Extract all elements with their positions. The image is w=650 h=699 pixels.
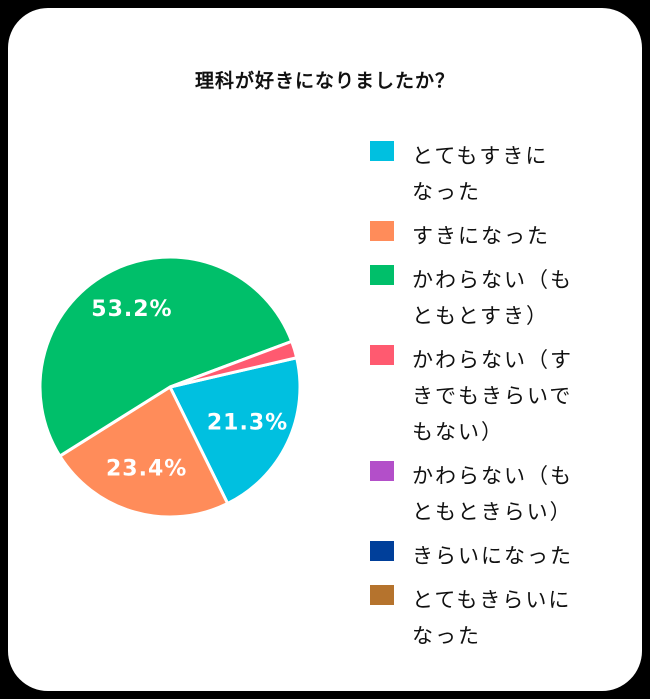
- pie-slice-label-2: 53.2%: [91, 297, 172, 322]
- legend-item-1: すきになった: [370, 218, 640, 254]
- legend-item-6: とてもきらいに なった: [370, 582, 640, 654]
- legend-label-1: すきになった: [412, 224, 550, 248]
- legend-swatch-0: [370, 141, 394, 161]
- legend-label-5: きらいになった: [412, 544, 573, 568]
- legend-swatch-2: [370, 265, 394, 285]
- pie-slice-1: [58, 385, 230, 519]
- legend-label-6: とてもきらいに なった: [412, 588, 572, 648]
- legend-swatch-1: [370, 221, 394, 241]
- pie-slices: [38, 255, 302, 519]
- pie-slice-label-0: 21.3%: [207, 411, 288, 436]
- legend-label-3: かわらない（す きでもきらいで もない）: [412, 348, 573, 444]
- pie-slice-3: [168, 339, 299, 389]
- pie-labels: 21.3% 23.4% 53.2%: [91, 297, 288, 482]
- legend-label-2: かわらない（も ともとすき）: [412, 268, 573, 328]
- legend-item-4: かわらない（も ともときらい）: [370, 458, 640, 530]
- pie-slice-0: [168, 356, 302, 506]
- legend-swatch-6: [370, 585, 394, 605]
- legend-label-4: かわらない（も ともときらい）: [412, 464, 573, 524]
- legend-item-2: かわらない（も ともとすき）: [370, 262, 640, 334]
- chart-title: 理科が好きになりましたか？: [194, 70, 455, 92]
- legend-item-3: かわらない（す きでもきらいで もない）: [370, 342, 640, 450]
- legend-label-0: とてもすきに なった: [412, 144, 549, 204]
- legend-item-5: きらいになった: [370, 538, 640, 574]
- legend-swatch-4: [370, 461, 394, 481]
- chart-legend: とてもすきに なったすきになったかわらない（も ともとすき） かわらない（す きで…: [370, 138, 640, 662]
- legend-swatch-5: [370, 541, 394, 561]
- legend-item-0: とてもすきに なった: [370, 138, 640, 210]
- legend-swatch-3: [370, 345, 394, 365]
- pie-slice-label-1: 23.4%: [106, 457, 187, 482]
- pie-slice-2: [38, 255, 294, 458]
